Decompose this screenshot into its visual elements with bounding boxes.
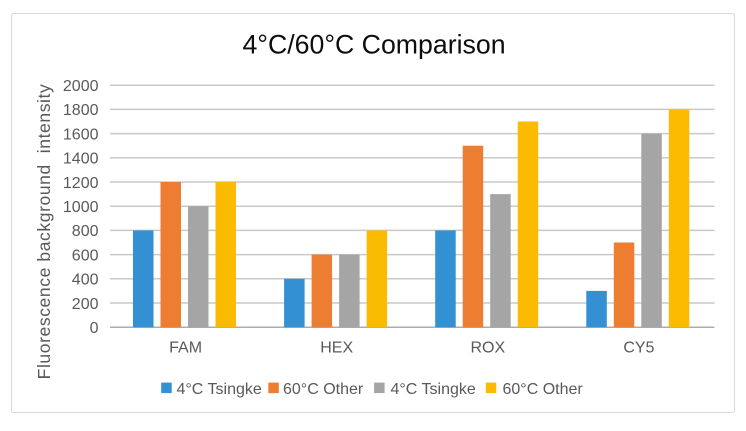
svg-text:60°C Other: 60°C Other [283,381,364,398]
svg-text:1000: 1000 [63,199,99,216]
svg-text:HEX: HEX [320,340,353,357]
svg-text:4°C Tsingke: 4°C Tsingke [177,381,262,398]
svg-text:CY5: CY5 [623,340,654,357]
svg-text:ROX: ROX [470,340,505,357]
svg-text:1400: 1400 [63,151,99,168]
svg-text:60°C Other: 60°C Other [503,381,584,398]
svg-text:800: 800 [72,223,99,240]
svg-text:FAM: FAM [169,340,202,357]
svg-text:Fluorescence background inten: Fluorescence background intensity [34,84,54,380]
svg-text:4°C Tsingke: 4°C Tsingke [391,381,476,398]
svg-text:1600: 1600 [63,126,99,143]
svg-text:200: 200 [72,296,99,313]
svg-text:1800: 1800 [63,102,99,119]
svg-text:4°C/60°C Comparison: 4°C/60°C Comparison [242,29,505,59]
svg-text:2000: 2000 [63,78,99,95]
svg-text:1200: 1200 [63,175,99,192]
svg-text:400: 400 [72,272,99,289]
svg-text:0: 0 [90,320,99,337]
svg-text:600: 600 [72,247,99,264]
